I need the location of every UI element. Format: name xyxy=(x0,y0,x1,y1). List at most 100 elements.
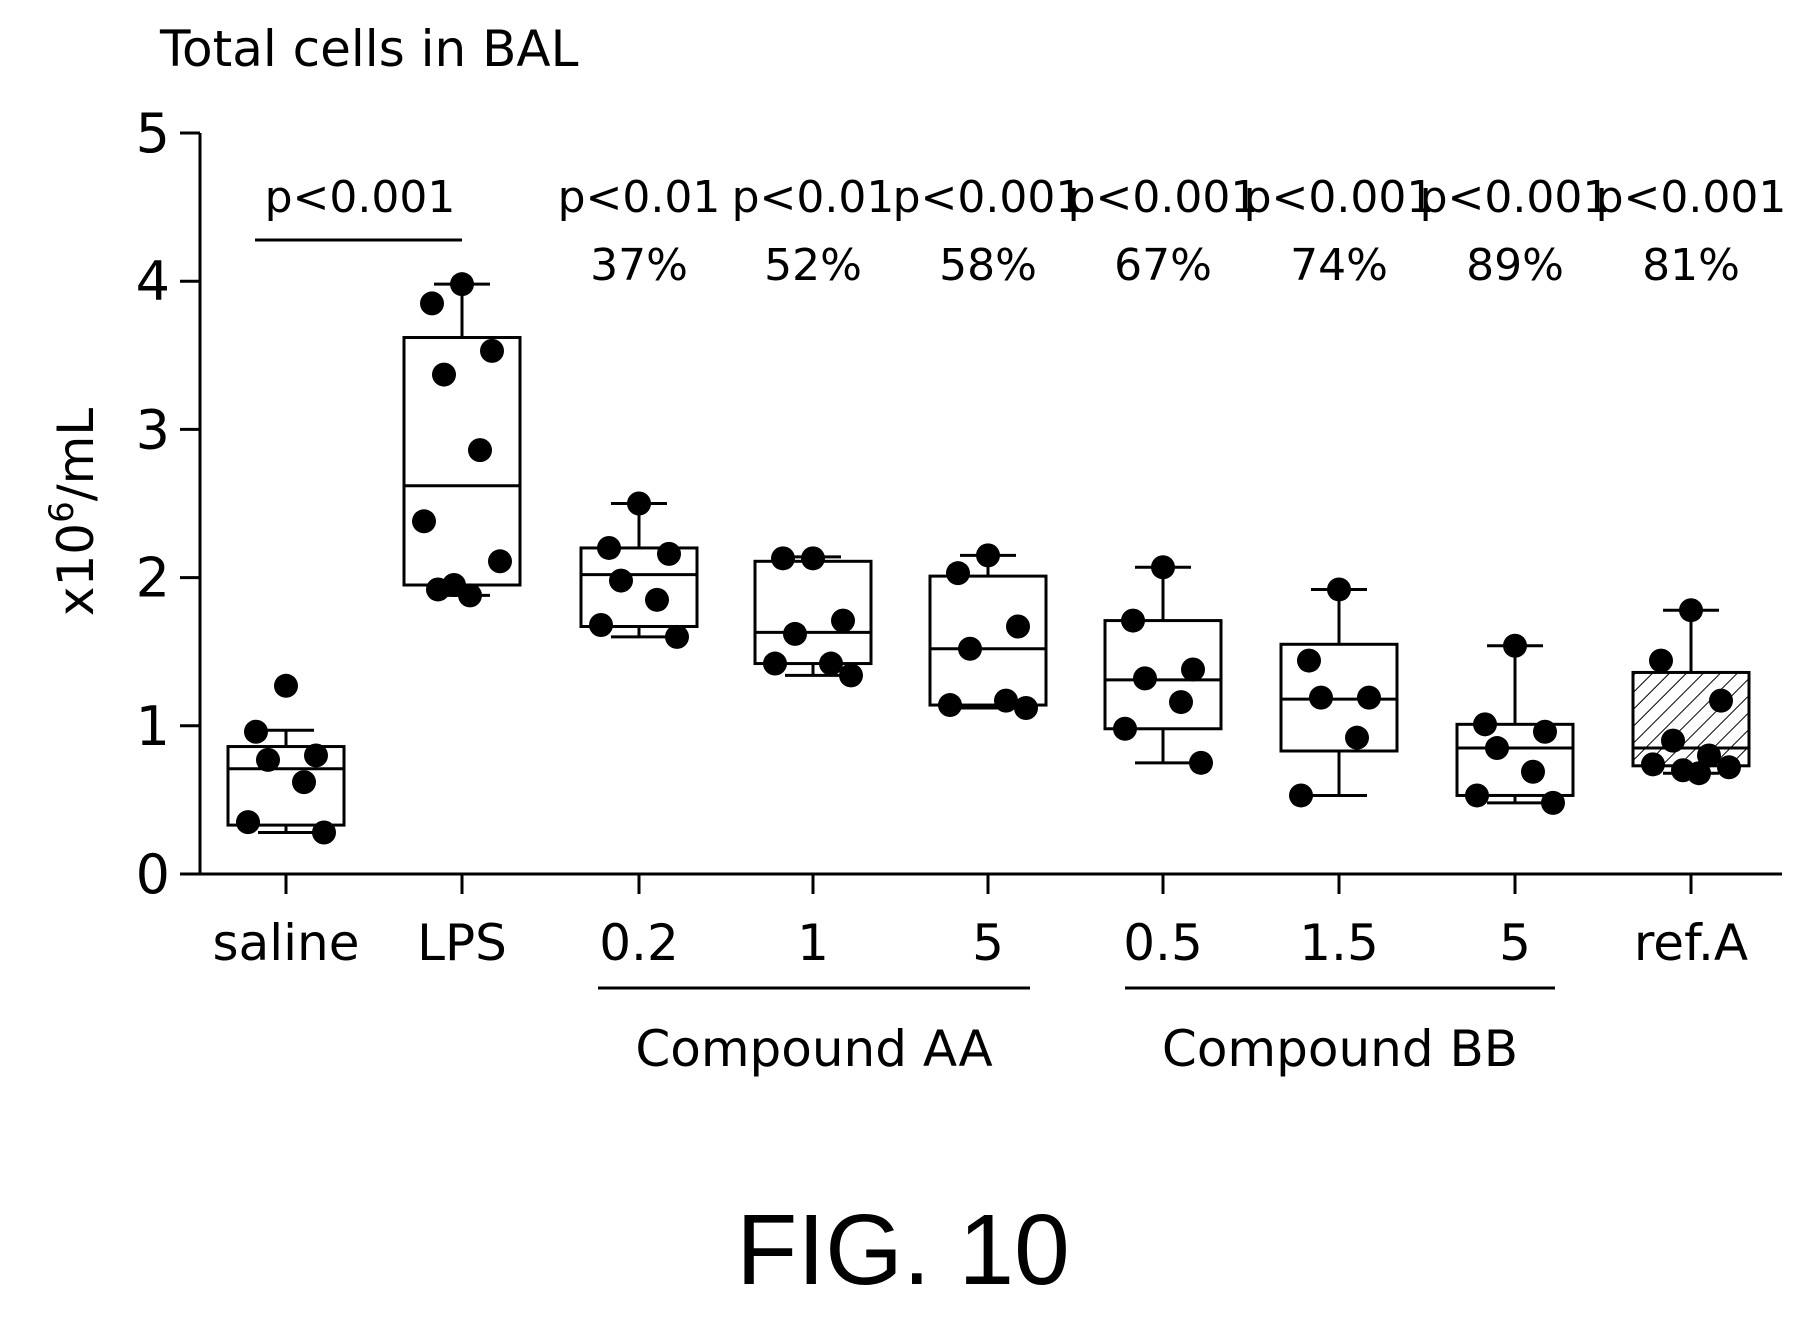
annotation-inhibition: 37% xyxy=(590,240,688,291)
data-point xyxy=(304,743,328,767)
x-tick-label: LPS xyxy=(417,914,507,972)
data-point xyxy=(480,339,504,363)
annotation-inhibition: 58% xyxy=(939,240,1037,291)
data-point xyxy=(420,291,444,315)
data-point xyxy=(426,577,450,601)
y-axis-label-sup: 6 xyxy=(42,501,82,523)
data-point xyxy=(274,674,298,698)
data-point xyxy=(1327,577,1351,601)
data-point xyxy=(292,770,316,794)
box-iqr xyxy=(930,576,1046,705)
data-point xyxy=(763,652,787,676)
annotation-pvalue: p<0.01 xyxy=(558,172,721,223)
x-axis: salineLPS0.2150.51.55ref.A xyxy=(200,874,1782,972)
data-point xyxy=(771,546,795,570)
data-point xyxy=(1133,666,1157,690)
data-point xyxy=(244,720,268,744)
data-point xyxy=(488,549,512,573)
box-group xyxy=(1457,634,1573,815)
y-axis-label-suffix: /mL xyxy=(47,408,105,502)
data-point xyxy=(1649,649,1673,673)
annotation-inhibition: 52% xyxy=(764,240,862,291)
data-point xyxy=(589,613,613,637)
y-tick-label: 3 xyxy=(136,398,170,461)
group-label: Compound BB xyxy=(1162,1020,1518,1078)
box-group xyxy=(1281,577,1397,807)
box-group xyxy=(228,674,344,845)
annotation-inhibition: 67% xyxy=(1114,240,1212,291)
data-point xyxy=(1181,657,1205,681)
x-tick-label: 5 xyxy=(972,914,1004,972)
data-point xyxy=(665,625,689,649)
group-labels-layer: Compound AA Compound BB xyxy=(598,988,1555,1078)
data-point xyxy=(1309,686,1333,710)
data-point xyxy=(1687,761,1711,785)
box-group xyxy=(1105,555,1221,775)
x-tick-label: 0.2 xyxy=(599,914,679,972)
data-point xyxy=(657,542,681,566)
x-tick-label: 0.5 xyxy=(1123,914,1203,972)
data-point xyxy=(1485,736,1509,760)
data-point xyxy=(1006,615,1030,639)
data-point xyxy=(450,272,474,296)
annotation-pvalue: p<0.001 xyxy=(1420,172,1611,223)
data-point xyxy=(1014,696,1038,720)
chart-title: Total cells in BAL xyxy=(159,20,579,78)
data-point xyxy=(236,810,260,834)
y-axis-label-prefix: x10 xyxy=(47,523,105,616)
boxes-layer xyxy=(228,272,1749,844)
data-point xyxy=(839,663,863,687)
data-point xyxy=(645,588,669,612)
data-point xyxy=(946,561,970,585)
box-group xyxy=(930,543,1046,720)
x-tick-label: 5 xyxy=(1499,914,1531,972)
data-point xyxy=(412,509,436,533)
y-tick-label: 1 xyxy=(136,695,170,758)
annotation-inhibition: 74% xyxy=(1290,240,1388,291)
data-point xyxy=(1297,649,1321,673)
annotation-inhibition: 81% xyxy=(1642,240,1740,291)
box-iqr xyxy=(1633,672,1749,765)
y-tick-label: 0 xyxy=(136,843,170,906)
x-tick-label: 1 xyxy=(797,914,829,972)
data-point xyxy=(468,438,492,462)
data-point xyxy=(958,637,982,661)
data-point xyxy=(819,652,843,676)
data-point xyxy=(256,748,280,772)
group-label: Compound AA xyxy=(635,1020,992,1078)
box-iqr xyxy=(404,338,520,585)
x-tick-label: 1.5 xyxy=(1299,914,1379,972)
data-point xyxy=(1679,598,1703,622)
y-axis: 012345 xyxy=(136,102,200,906)
annotation-pvalue: p<0.001 xyxy=(1068,172,1259,223)
y-tick-label: 2 xyxy=(136,547,170,610)
x-tick-label: saline xyxy=(213,914,360,972)
data-point xyxy=(1465,783,1489,807)
data-point xyxy=(783,622,807,646)
box-group xyxy=(404,272,520,607)
stats-layer: p<0.001p<0.0137%p<0.0152%p<0.00158%p<0.0… xyxy=(255,172,1786,291)
data-point xyxy=(1113,717,1137,741)
annotation-pvalue: p<0.001 xyxy=(1596,172,1787,223)
data-point xyxy=(1709,689,1733,713)
data-point xyxy=(1533,720,1557,744)
data-point xyxy=(1661,729,1685,753)
data-point xyxy=(938,693,962,717)
data-point xyxy=(1289,783,1313,807)
data-point xyxy=(1503,634,1527,658)
data-point xyxy=(831,609,855,633)
box-group xyxy=(1633,598,1749,785)
data-point xyxy=(627,492,651,516)
annotation-pvalue: p<0.001 xyxy=(893,172,1084,223)
annotation-inhibition: 89% xyxy=(1466,240,1564,291)
figure-label: FIG. 10 xyxy=(736,1194,1069,1306)
data-point xyxy=(1121,609,1145,633)
comparison-pvalue: p<0.001 xyxy=(265,172,456,223)
data-point xyxy=(1345,726,1369,750)
annotation-pvalue: p<0.001 xyxy=(1244,172,1435,223)
annotation-pvalue: p<0.01 xyxy=(732,172,895,223)
data-point xyxy=(1357,686,1381,710)
y-tick-label: 5 xyxy=(136,102,170,165)
